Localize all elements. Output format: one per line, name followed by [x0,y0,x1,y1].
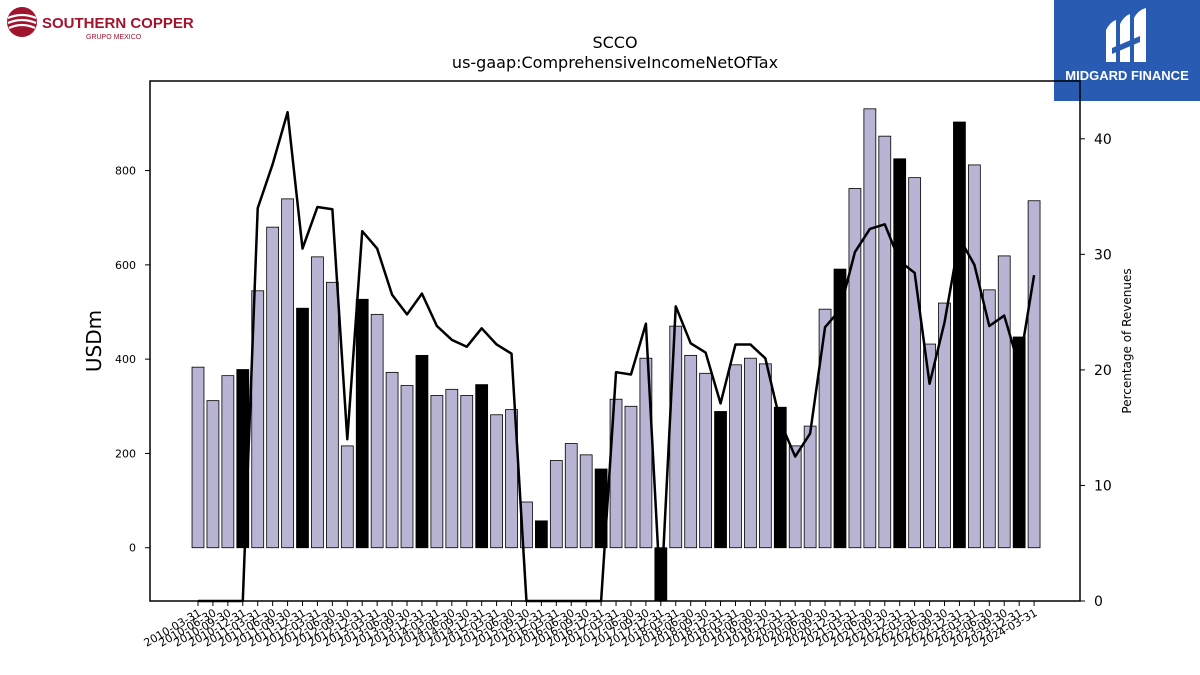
y2-tick-label: 10 [1094,478,1112,494]
bar-2018-03-31 [669,325,683,549]
bar-2010-09-30 [221,375,235,549]
bar-2024-03-31 [1027,200,1041,549]
bar-2021-12-31 [893,158,907,549]
bar-2015-06-30 [505,409,518,549]
y2-tick-label: 40 [1094,132,1112,148]
bar-2019-12-31 [773,406,787,549]
y-tick-label: 200 [115,447,136,460]
bar-2013-09-30 [400,385,414,549]
bar-2020-03-31 [788,445,802,549]
bar-2013-03-31 [370,313,384,549]
bars-layer [191,108,1041,602]
bar-2023-06-30 [982,289,996,549]
bar-2019-09-30 [758,363,772,549]
right-y-axis: 0 10 20 30 40 [1080,132,1112,610]
midgard-m-icon [1106,8,1146,62]
bar-2016-09-30 [579,454,593,549]
bar-2023-12-31 [1012,336,1026,549]
bar-2011-06-30 [266,226,280,549]
plot-frame [149,80,1081,602]
bar-2014-06-30 [445,388,459,549]
y2-tick-label: 30 [1094,247,1112,263]
bar-2015-03-31 [490,414,503,549]
bar-2013-12-31 [415,354,429,549]
bar-2022-03-31 [908,177,922,549]
left-logo-name: SOUTHERN COPPER [42,15,194,32]
chart-title: SCCO [592,33,637,52]
copper-wave-icon [7,7,37,37]
bar-2012-06-30 [325,281,339,549]
bar-2016-03-31 [549,460,563,549]
bar-2018-09-30 [699,372,712,549]
bar-2018-06-30 [684,354,698,549]
bar-2022-09-30 [938,302,951,549]
bar-2021-03-31 [848,188,862,549]
bar-2011-03-31 [251,290,265,549]
y-tick-label: 0 [129,542,136,555]
x-axis: 2010-03-312010-06-302010-09-302010-12-31… [142,601,1040,650]
midgard-finance-logo: MIDGARD FINANCE [1054,0,1200,101]
bar-2022-12-31 [953,121,966,549]
y2-tick-label: 20 [1094,363,1112,379]
bar-2019-06-30 [744,357,757,549]
bar-2020-09-30 [818,308,832,549]
y-tick-label: 800 [115,165,136,178]
bar-2022-06-30 [923,343,936,549]
bar-2013-06-30 [385,371,399,549]
bar-2023-09-30 [997,255,1011,549]
bar-2015-12-31 [535,520,548,549]
bar-2019-03-31 [729,364,742,549]
bar-2012-12-31 [355,298,369,549]
bar-2021-06-30 [863,108,877,549]
bar-2018-12-31 [714,411,727,549]
bar-2010-03-31 [191,366,205,549]
y2-axis-label: Percentage of Revenues [1120,268,1134,413]
line-layer [198,110,1036,603]
bar-2011-12-31 [296,307,309,549]
right-logo-name: MIDGARD FINANCE [1065,68,1189,83]
y-tick-label: 600 [115,259,136,272]
bar-2021-09-30 [878,135,892,549]
southern-copper-logo: SOUTHERN COPPER GRUPO MEXICO [7,7,194,41]
bar-2020-06-30 [803,425,817,549]
chart-subtitle: us-gaap:ComprehensiveIncomeNetOfTax [452,53,778,72]
bar-2023-03-31 [967,164,981,549]
bar-2020-12-31 [833,268,847,549]
y-axis-label: USDm [82,310,106,372]
bar-2014-09-30 [460,395,474,549]
left-logo-sub: GRUPO MEXICO [86,34,142,41]
bar-2014-03-31 [430,395,444,549]
bar-2015-09-30 [520,501,533,549]
bar-2011-09-30 [281,198,294,549]
bar-2016-06-30 [564,443,578,549]
bar-2014-12-31 [475,384,489,549]
bar-2017-06-30 [624,405,638,549]
bar-2010-06-30 [206,400,220,549]
y-tick-label: 400 [115,353,136,366]
bar-2012-03-31 [311,256,324,549]
bar-2012-09-30 [340,445,354,549]
y2-tick-label: 0 [1094,594,1103,610]
percentage-of-revenues-line [198,110,1036,603]
left-y-axis: 0 200 400 600 800 [115,165,150,555]
